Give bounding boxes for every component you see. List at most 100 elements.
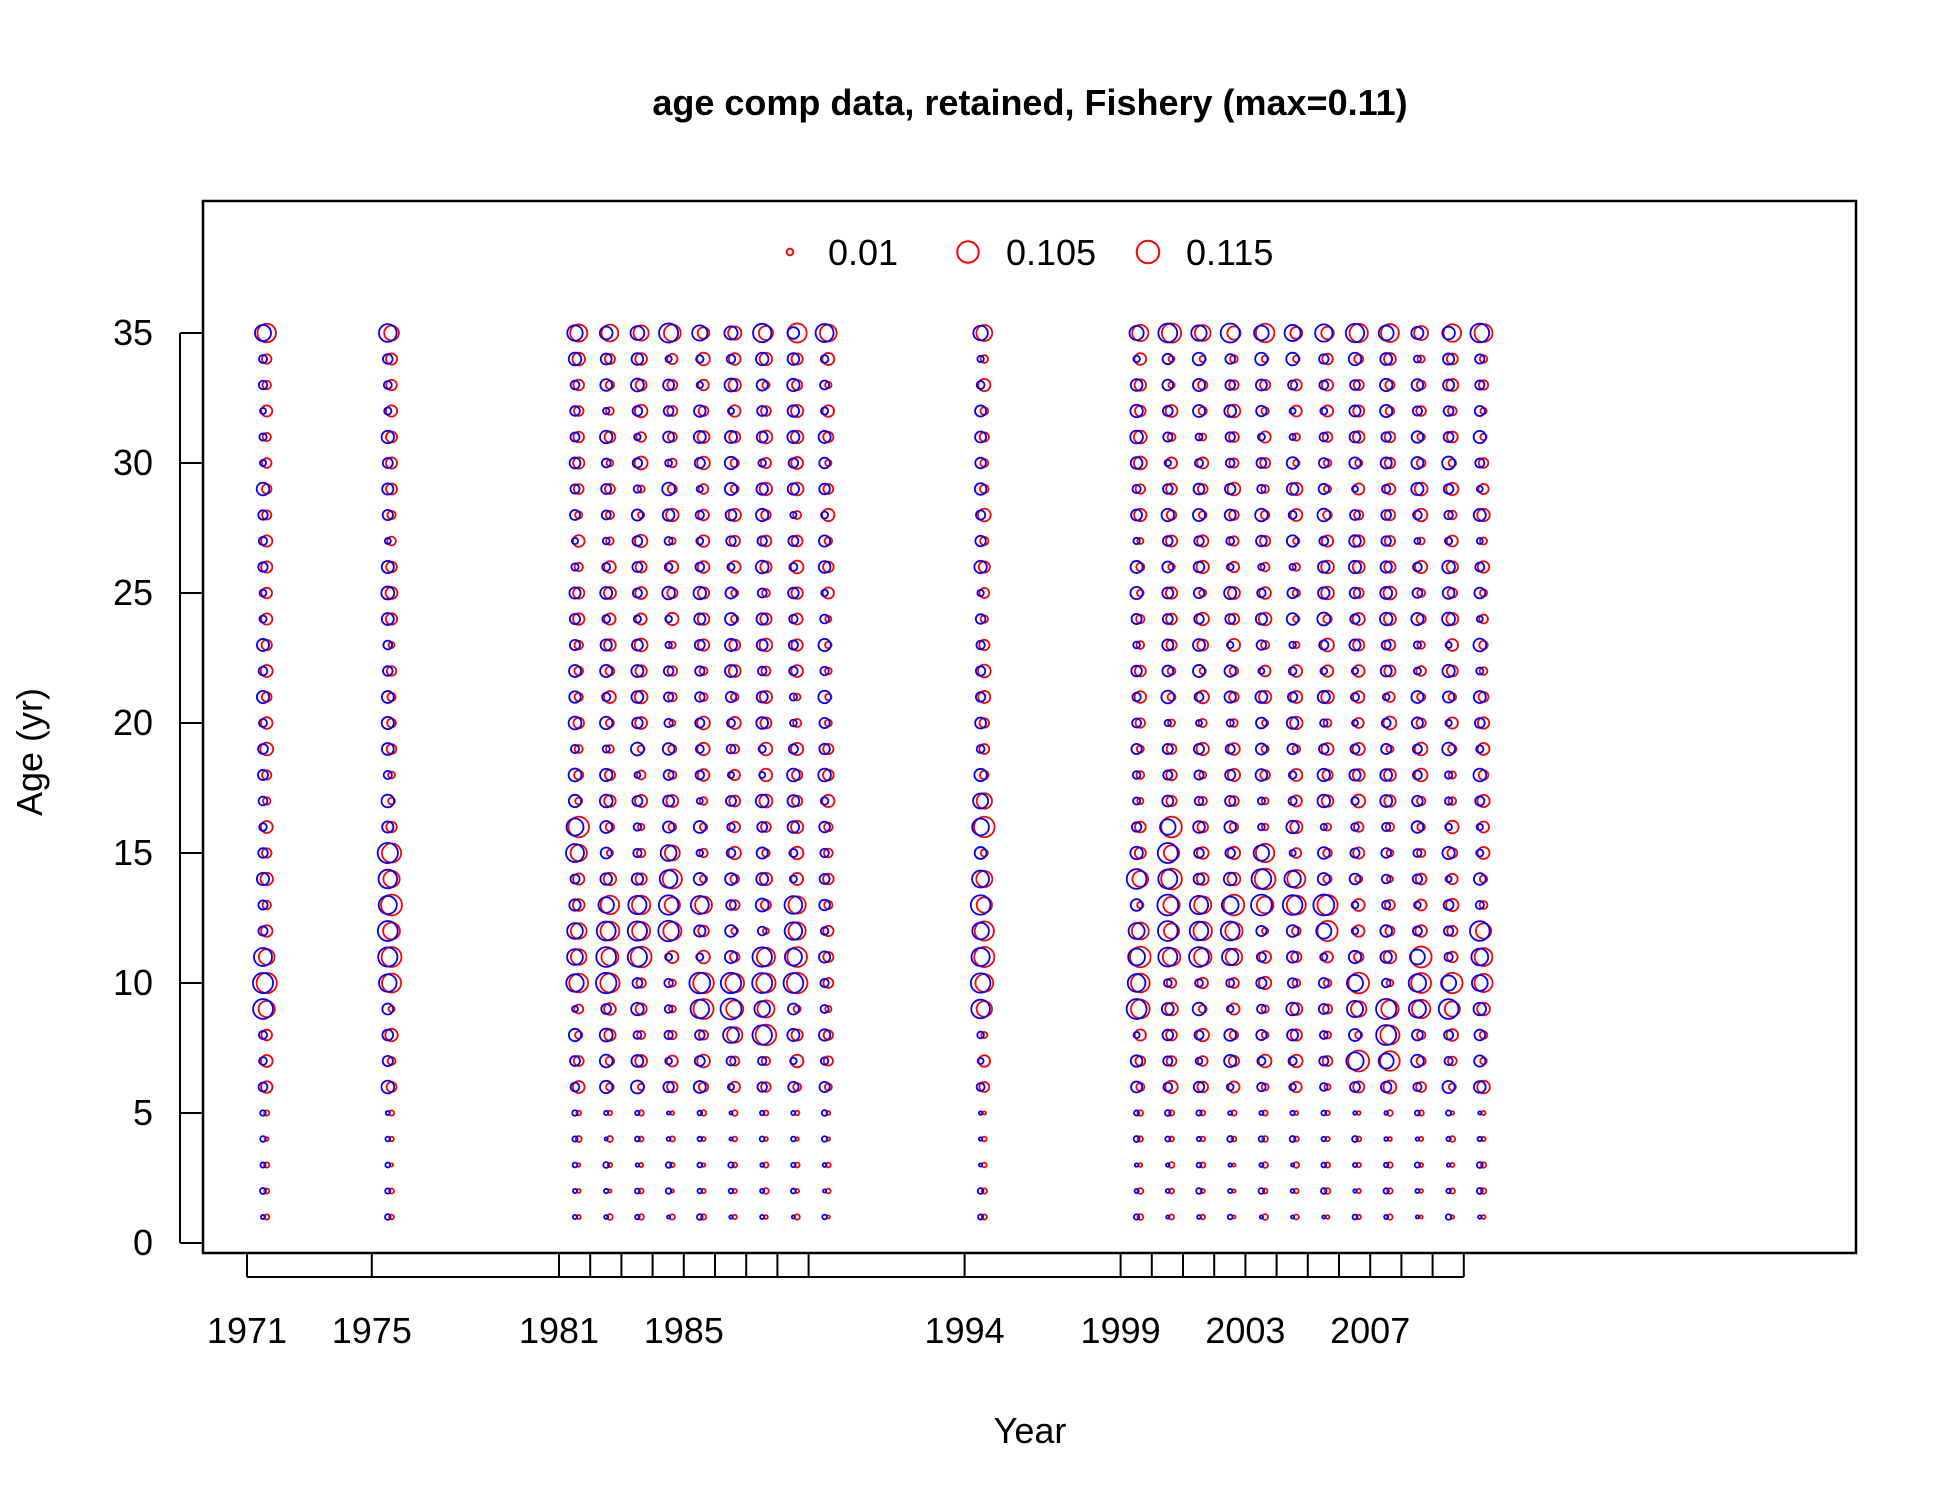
bubble-observed — [1195, 1027, 1210, 1043]
bubble-observed — [669, 1161, 676, 1169]
bubble-observed — [980, 1031, 989, 1039]
bubble-expected — [633, 771, 642, 779]
bubble-expected — [661, 585, 676, 601]
bubble-expected — [1473, 586, 1487, 600]
bubble-observed — [263, 1161, 271, 1169]
bubble-expected — [1411, 1028, 1424, 1042]
bubble-expected — [790, 1135, 797, 1143]
bubble-expected — [1192, 638, 1206, 652]
bubble-observed — [728, 794, 742, 808]
bubble-observed — [1226, 845, 1242, 861]
bubble-expected — [631, 795, 644, 807]
bubble-expected — [1407, 999, 1427, 1019]
bubble-expected — [1227, 1162, 1233, 1168]
bubble-observed — [1352, 638, 1366, 652]
bubble-expected — [1410, 378, 1425, 392]
bubble-expected — [1444, 1213, 1453, 1221]
bubble-observed — [1286, 869, 1307, 889]
bubble-expected — [1350, 692, 1360, 702]
bubble-expected — [758, 1135, 766, 1143]
bubble-expected — [1130, 508, 1143, 522]
bubble-expected — [1410, 611, 1425, 627]
bubble-expected — [380, 429, 395, 445]
bubble-expected — [664, 640, 673, 650]
y-tick-label: 30 — [113, 442, 153, 483]
bubble-expected — [1441, 325, 1456, 341]
bubble-observed — [1130, 921, 1150, 941]
bubble-expected — [661, 508, 676, 522]
bubble-observed — [1324, 1109, 1331, 1117]
bubble-expected — [974, 534, 987, 548]
bubble-expected — [571, 1135, 579, 1143]
bubble-expected — [378, 323, 398, 343]
bubble-expected — [631, 638, 644, 652]
bubble-expected — [1411, 873, 1423, 885]
bubble-expected — [661, 481, 676, 497]
bubble-observed — [728, 534, 741, 548]
bubble-expected — [1223, 664, 1237, 678]
bubble-expected — [663, 536, 674, 546]
bubble-expected — [382, 380, 393, 390]
bubble-observed — [1228, 665, 1240, 677]
bubble-expected — [1444, 770, 1454, 780]
bubble-observed — [1292, 458, 1301, 468]
bubble-expected — [603, 1136, 609, 1142]
bubble-observed — [633, 637, 649, 653]
bubble-observed — [1476, 1079, 1491, 1095]
bubble-expected — [1314, 323, 1334, 343]
bubble-observed — [1476, 560, 1491, 574]
bubble-observed — [1320, 689, 1335, 705]
bubble-expected — [377, 946, 399, 968]
bubble-expected — [695, 848, 705, 858]
bubble-expected — [1224, 794, 1237, 808]
bubble-expected — [1131, 770, 1142, 780]
bubble-observed — [260, 716, 274, 730]
bubble-expected — [571, 1213, 579, 1221]
bubble-observed — [1476, 846, 1491, 860]
bubble-expected — [1444, 796, 1454, 806]
bubble-expected — [1318, 353, 1330, 365]
bubble-expected — [666, 1110, 672, 1116]
bubble-observed — [1226, 481, 1242, 497]
bubble-observed — [1163, 922, 1181, 940]
bubble-observed — [696, 768, 711, 782]
bubble-observed — [1321, 352, 1334, 366]
bubble-observed — [569, 323, 589, 343]
bubble-expected — [1250, 868, 1273, 890]
x-tick-label: 1971 — [207, 1310, 287, 1351]
bubble-expected — [1379, 768, 1393, 782]
bubble-expected — [755, 430, 769, 444]
bubble-observed — [696, 741, 711, 757]
bubble-observed — [1321, 378, 1335, 392]
bubble-expected — [567, 793, 583, 809]
bubble-observed — [1320, 664, 1335, 678]
bubble-observed — [1355, 1135, 1363, 1143]
bubble-expected — [602, 1161, 610, 1169]
bubble-expected — [632, 822, 643, 832]
bubble-observed — [572, 378, 585, 392]
bubble-observed — [1383, 560, 1397, 574]
bubble-expected — [755, 351, 770, 367]
bubble-expected — [1443, 1029, 1455, 1041]
bubble-expected — [1225, 562, 1235, 572]
bubble-observed — [1164, 404, 1179, 418]
bubble-expected — [1287, 1055, 1298, 1067]
bubble-observed — [261, 899, 272, 911]
bubble-expected — [1194, 978, 1204, 988]
bubble-expected — [1132, 1031, 1141, 1039]
bubble-observed — [634, 794, 649, 808]
bubble-expected — [975, 639, 986, 651]
bubble-expected — [1379, 560, 1393, 574]
bubble-observed — [1384, 691, 1396, 703]
bubble-observed — [1193, 324, 1212, 342]
bubble-expected — [786, 430, 801, 444]
bubble-expected — [257, 743, 269, 755]
bubble-expected — [1473, 1080, 1487, 1094]
bubble-expected — [755, 846, 769, 860]
bubble-expected — [1193, 457, 1205, 469]
bubble-expected — [384, 1187, 392, 1195]
bubble-observed — [1199, 1109, 1207, 1117]
bubble-observed — [257, 999, 276, 1019]
bubble-observed — [1445, 638, 1460, 652]
bubble-expected — [1225, 718, 1235, 728]
